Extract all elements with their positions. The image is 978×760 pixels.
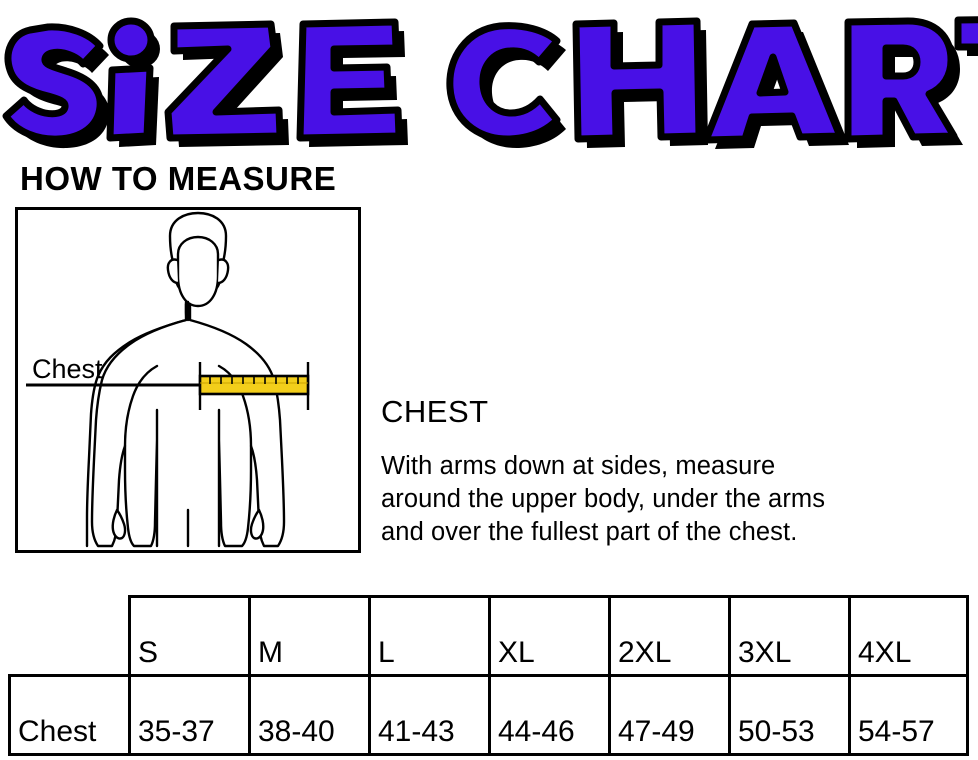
how-to-measure-heading: HOW TO MEASURE bbox=[20, 160, 337, 197]
chest-label: Chest bbox=[32, 354, 103, 384]
table-header-m: M bbox=[248, 595, 371, 677]
table-header-row: S M L XL 2XL 3XL 4XL bbox=[10, 595, 969, 677]
title-artwork bbox=[2, 16, 978, 149]
size-chart-table: S M L XL 2XL 3XL 4XL Chest 35-37 38-40 4… bbox=[8, 595, 969, 756]
cell-chest-xl: 44-46 bbox=[488, 674, 611, 756]
table-header-xl: XL bbox=[488, 595, 611, 677]
table-header-3xl: 3XL bbox=[728, 595, 851, 677]
row-label-chest: Chest bbox=[8, 674, 131, 756]
body-figure-diagram: Chest bbox=[26, 211, 310, 548]
male-torso-outline bbox=[85, 211, 286, 548]
cell-chest-3xl: 50-53 bbox=[728, 674, 851, 756]
chest-section-heading: CHEST bbox=[381, 394, 489, 429]
measurement-illustration: Chest bbox=[15, 207, 361, 553]
cell-chest-2xl: 47-49 bbox=[608, 674, 731, 756]
cell-chest-m: 38-40 bbox=[248, 674, 371, 756]
title-letters bbox=[2, 16, 978, 144]
table-header-l: L bbox=[368, 595, 491, 677]
cell-chest-4xl: 54-57 bbox=[848, 674, 969, 756]
table-header-4xl: 4XL bbox=[848, 595, 969, 677]
table-header-2xl: 2XL bbox=[608, 595, 731, 677]
page-title bbox=[0, 0, 978, 150]
size-chart-table-container: S M L XL 2XL 3XL 4XL Chest 35-37 38-40 4… bbox=[8, 595, 969, 758]
table-row: Chest 35-37 38-40 41-43 44-46 47-49 50-5… bbox=[8, 674, 969, 756]
table-header-s: S bbox=[128, 595, 251, 677]
cell-chest-l: 41-43 bbox=[368, 674, 491, 756]
chest-section-body: With arms down at sides, measure around … bbox=[381, 452, 826, 546]
table-corner-blank bbox=[10, 597, 130, 676]
cell-chest-s: 35-37 bbox=[128, 674, 251, 756]
measuring-tape-icon bbox=[198, 374, 310, 396]
